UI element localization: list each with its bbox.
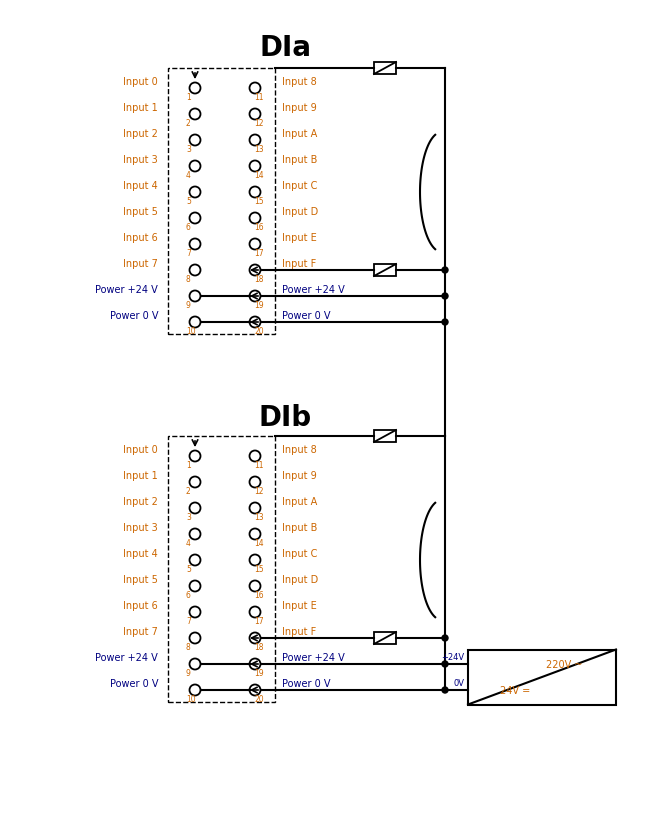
Text: Input 8: Input 8 [282,77,317,87]
Text: 20: 20 [255,695,264,704]
Text: 15: 15 [255,197,264,206]
Text: Power 0 V: Power 0 V [110,679,158,689]
Text: 17: 17 [255,249,264,258]
Text: 17: 17 [255,617,264,626]
Text: 10: 10 [186,327,196,336]
Text: 220V ~: 220V ~ [546,660,583,670]
Text: 13: 13 [255,513,264,522]
Text: 3: 3 [186,513,191,522]
Text: Input C: Input C [282,181,318,191]
Text: 11: 11 [255,93,264,102]
Text: 14: 14 [255,171,264,180]
Text: 19: 19 [255,301,264,310]
Text: Input 1: Input 1 [123,471,158,481]
Bar [374,264,396,276]
Text: Input 4: Input 4 [123,181,158,191]
Text: Input 4: Input 4 [123,549,158,559]
Text: Input B: Input B [282,155,318,165]
Text: Power 0 V: Power 0 V [282,311,330,321]
Text: 16: 16 [255,591,264,600]
Text: +24V: +24V [441,654,464,663]
Text: 7: 7 [186,617,191,626]
Text: 9: 9 [186,669,191,678]
Circle shape [442,293,448,299]
Text: 12: 12 [255,487,264,496]
Text: 18: 18 [255,643,264,652]
Bar [374,430,396,442]
Text: Input A: Input A [282,129,318,139]
Text: 11: 11 [255,461,264,470]
Bar [468,649,616,704]
Text: 19: 19 [255,669,264,678]
Text: 2: 2 [186,119,191,128]
Circle shape [442,267,448,273]
Text: Input 7: Input 7 [123,627,158,637]
Bar [374,62,396,74]
Text: Power +24 V: Power +24 V [282,285,345,295]
Circle shape [442,635,448,641]
Text: 7: 7 [186,249,191,258]
Text: 4: 4 [186,539,191,548]
Text: Input 5: Input 5 [123,207,158,217]
Text: Power 0 V: Power 0 V [110,311,158,321]
Text: 3: 3 [186,145,191,154]
Text: 12: 12 [255,119,264,128]
Text: 14: 14 [255,539,264,548]
Text: 15: 15 [255,565,264,574]
Text: 1: 1 [186,93,191,102]
Text: Input 5: Input 5 [123,575,158,585]
Text: Input D: Input D [282,207,318,217]
Text: Input 0: Input 0 [123,445,158,455]
Text: Input 3: Input 3 [123,523,158,533]
Text: Input 8: Input 8 [282,445,317,455]
Text: Input E: Input E [282,233,317,243]
Text: Input 2: Input 2 [123,497,158,507]
Text: Input 6: Input 6 [123,233,158,243]
Text: 5: 5 [186,565,191,574]
Text: 4: 4 [186,171,191,180]
Text: 20: 20 [255,327,264,336]
Text: Input 7: Input 7 [123,259,158,269]
Text: 1: 1 [186,461,191,470]
Text: 0V: 0V [453,680,464,689]
Text: Input 9: Input 9 [282,471,317,481]
Text: Input 0: Input 0 [123,77,158,87]
Text: 6: 6 [186,223,191,232]
Text: Input 3: Input 3 [123,155,158,165]
Bar [168,436,275,702]
Text: Input 9: Input 9 [282,103,317,113]
Circle shape [442,687,448,693]
Text: 24V =: 24V = [500,685,531,696]
Text: 8: 8 [186,275,191,284]
Text: Input F: Input F [282,627,316,637]
Text: Input 2: Input 2 [123,129,158,139]
Text: 2: 2 [186,487,191,496]
Text: DIb: DIb [259,404,312,432]
Text: Input 6: Input 6 [123,601,158,611]
Bar [374,632,396,644]
Text: 8: 8 [186,643,191,652]
Text: 16: 16 [255,223,264,232]
Text: 13: 13 [255,145,264,154]
Text: Input D: Input D [282,575,318,585]
Text: Input F: Input F [282,259,316,269]
Text: Power +24 V: Power +24 V [282,653,345,663]
Circle shape [442,661,448,667]
Bar [168,68,275,334]
Text: Input B: Input B [282,523,318,533]
Text: Input 1: Input 1 [123,103,158,113]
Text: Input E: Input E [282,601,317,611]
Text: Power +24 V: Power +24 V [95,285,158,295]
Circle shape [442,319,448,325]
Text: DIa: DIa [259,34,311,62]
Text: 9: 9 [186,301,191,310]
Text: 6: 6 [186,591,191,600]
Text: Input C: Input C [282,549,318,559]
Text: 5: 5 [186,197,191,206]
Text: 10: 10 [186,695,196,704]
Text: 18: 18 [255,275,264,284]
Text: Power +24 V: Power +24 V [95,653,158,663]
Text: Input A: Input A [282,497,318,507]
Text: Power 0 V: Power 0 V [282,679,330,689]
